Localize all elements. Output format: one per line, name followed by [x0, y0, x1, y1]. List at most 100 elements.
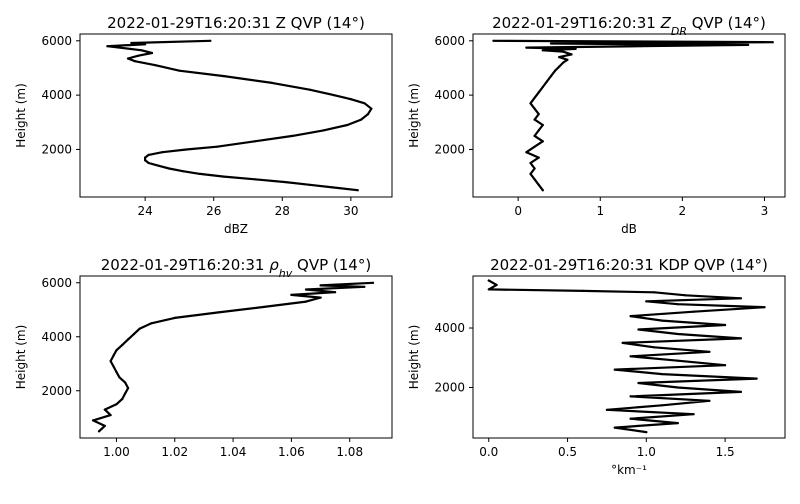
- subplot-title: 2022-01-29T16:20:31 ZDR QVP (14°): [492, 14, 766, 38]
- data-point: [319, 284, 322, 287]
- data-point: [209, 39, 212, 42]
- x-tick-label: 1.5: [716, 445, 735, 459]
- x-tick-label: 1.04: [220, 445, 247, 459]
- data-point: [109, 360, 112, 363]
- data-point: [558, 65, 561, 68]
- data-point: [621, 341, 624, 344]
- data-point: [290, 293, 293, 296]
- data-point: [161, 151, 164, 154]
- data-point: [127, 338, 130, 341]
- data-point: [150, 322, 153, 325]
- y-axis-label: Height (m): [14, 83, 28, 148]
- data-point: [545, 80, 549, 83]
- data-point: [181, 170, 184, 173]
- x-tick-label: 1.06: [278, 445, 305, 459]
- subplot-2: 0 1 2 3 2000 4000 6000 Height (m) dB 2022-01-29T1…: [407, 14, 786, 236]
- x-tick-label: 1.00: [103, 445, 130, 459]
- data-point: [222, 75, 226, 78]
- data-point: [653, 291, 656, 294]
- y-tick-label: 4000: [434, 321, 465, 335]
- y-axis-label: Height (m): [14, 325, 28, 390]
- data-point: [487, 279, 490, 282]
- y-tick-label: 2000: [434, 142, 465, 156]
- data-point: [103, 408, 106, 411]
- data-point: [533, 167, 536, 170]
- data-point: [529, 172, 532, 175]
- x-axis-label: °km⁻¹: [611, 463, 647, 477]
- x-tick-label: 1.02: [161, 445, 188, 459]
- data-point: [537, 113, 540, 116]
- data-point: [322, 129, 325, 132]
- data-point: [676, 386, 679, 389]
- data-point: [261, 306, 264, 309]
- x-tick-label: 1: [596, 204, 604, 218]
- data-point: [144, 156, 147, 159]
- data-point: [629, 315, 632, 318]
- data-point: [147, 153, 150, 156]
- data-point: [676, 422, 679, 425]
- data-point: [692, 413, 695, 416]
- data-point: [692, 310, 695, 313]
- data-point: [755, 377, 758, 380]
- data-point: [121, 343, 124, 346]
- data-point: [537, 156, 540, 159]
- data-point: [549, 42, 553, 45]
- x-tick-label: 1.08: [336, 445, 363, 459]
- data-point: [554, 69, 557, 72]
- data-point: [708, 399, 711, 402]
- data-point: [132, 333, 135, 336]
- data-point: [150, 51, 154, 55]
- data-point: [147, 161, 150, 165]
- series-line-4: [487, 279, 766, 434]
- data-point: [138, 327, 141, 330]
- data-point: [103, 424, 106, 427]
- data-point: [157, 164, 160, 167]
- y-tick-label: 4000: [434, 88, 465, 102]
- data-point: [533, 145, 536, 148]
- data-point: [566, 58, 569, 61]
- data-point: [653, 346, 656, 349]
- data-point: [112, 365, 115, 368]
- data-point: [308, 183, 311, 186]
- data-point: [541, 85, 544, 89]
- data-point: [676, 332, 679, 336]
- data-point: [115, 349, 118, 352]
- data-point: [115, 403, 118, 406]
- data-point: [126, 57, 130, 60]
- x-tick-label: 0.5: [558, 445, 577, 459]
- x-tick-label: 26: [206, 204, 221, 218]
- data-point: [198, 172, 202, 175]
- data-point: [676, 303, 679, 306]
- data-point: [185, 148, 188, 151]
- data-point: [747, 43, 750, 47]
- data-point: [349, 98, 352, 101]
- data-point: [541, 140, 544, 143]
- data-point: [640, 45, 643, 48]
- data-point: [332, 94, 335, 97]
- data-point: [558, 56, 561, 59]
- data-point: [525, 46, 528, 49]
- data-point: [613, 368, 616, 371]
- series-line-3: [91, 281, 375, 433]
- data-point: [291, 134, 294, 137]
- data-point: [629, 395, 632, 398]
- y-tick-label: 2000: [434, 380, 465, 394]
- data-point: [124, 392, 127, 395]
- data-point: [487, 288, 490, 291]
- data-point: [304, 300, 308, 303]
- data-point: [525, 151, 528, 154]
- subplot-1: 24 26 28 30 2000 4000 6000 Height (m) dBZ 2022-01…: [14, 14, 393, 236]
- axes-frame: [79, 33, 393, 198]
- data-point: [304, 288, 308, 291]
- data-point: [771, 41, 774, 44]
- data-point: [109, 414, 112, 417]
- x-tick-label: 30: [343, 204, 358, 218]
- y-axis-label: Height (m): [407, 325, 421, 390]
- data-point: [605, 408, 609, 411]
- data-point: [533, 96, 536, 99]
- y-tick-label: 6000: [41, 34, 72, 48]
- data-point: [533, 178, 536, 181]
- data-point: [217, 311, 220, 314]
- data-point: [130, 41, 133, 45]
